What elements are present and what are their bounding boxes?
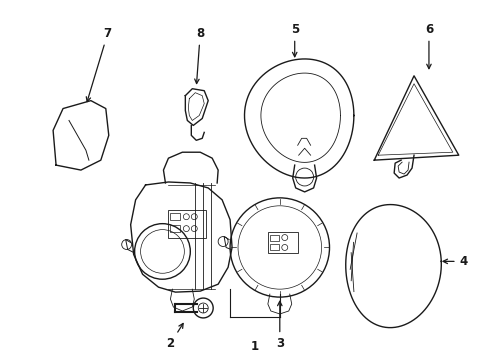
Text: 1: 1 (250, 340, 259, 353)
Text: 8: 8 (194, 27, 204, 84)
Text: 7: 7 (86, 27, 112, 102)
Text: 2: 2 (166, 323, 183, 350)
Text: 6: 6 (424, 23, 432, 69)
Text: 4: 4 (442, 255, 467, 268)
Text: 3: 3 (275, 301, 283, 350)
Text: 5: 5 (290, 23, 298, 57)
